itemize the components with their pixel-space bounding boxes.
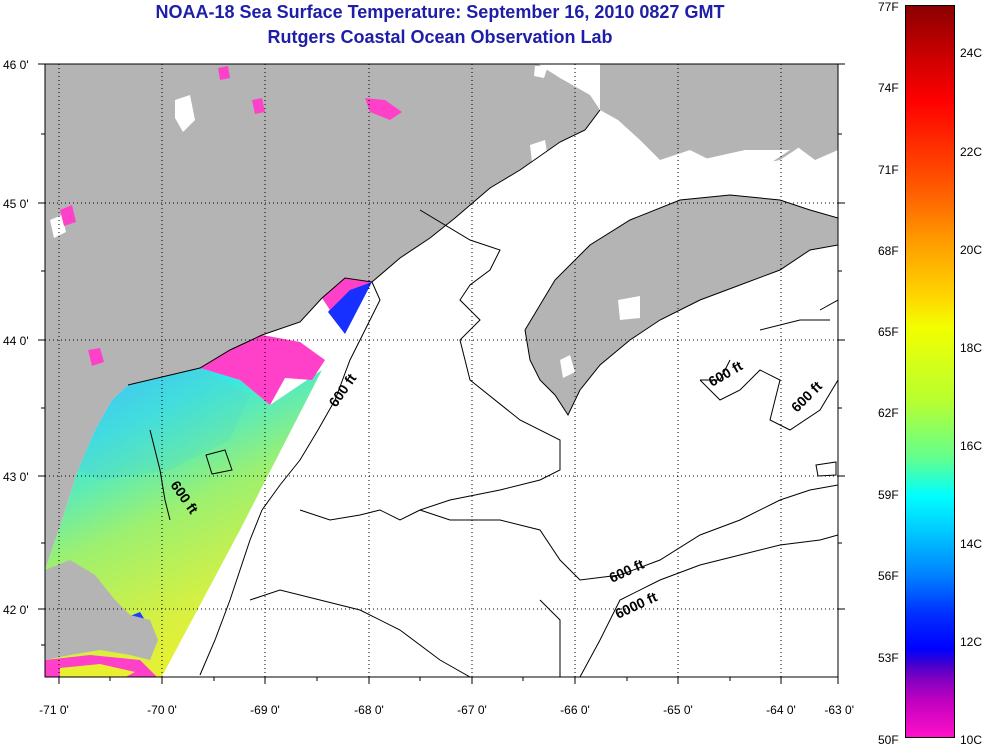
cold-water-patch bbox=[200, 335, 325, 405]
cloud-fleck bbox=[252, 98, 265, 114]
land-cape-breton bbox=[790, 100, 838, 160]
sst-swath-cyan bbox=[78, 368, 250, 480]
colorbar-f-label: 53F bbox=[878, 651, 899, 665]
lat-tick-label: 46 0' bbox=[3, 58, 29, 72]
land-new-brunswick bbox=[600, 64, 838, 170]
inland-lake bbox=[618, 296, 640, 320]
colorbar-c-label: 16C bbox=[960, 439, 983, 453]
lon-tick-label: -71 0' bbox=[39, 703, 69, 717]
colorbar-f-label: 68F bbox=[878, 244, 899, 258]
cold-water-patch bbox=[60, 664, 135, 677]
land-nova-scotia bbox=[525, 195, 838, 415]
lon-tick-label: -70 0' bbox=[147, 703, 177, 717]
colorbar-f-label: 50F bbox=[878, 733, 899, 747]
colorbar-f-label: 71F bbox=[878, 163, 899, 177]
cold-water-patch bbox=[328, 282, 372, 334]
lat-tick-label: 44 0' bbox=[3, 334, 29, 348]
lat-tick-label: 42 0' bbox=[3, 603, 29, 617]
colorbar-c-label: 22C bbox=[960, 145, 983, 159]
inland-lake bbox=[50, 215, 66, 238]
colorbar-f-label: 74F bbox=[878, 81, 899, 95]
lon-tick-label: -68 0' bbox=[354, 703, 384, 717]
cloud-fleck bbox=[88, 348, 104, 366]
colorbar-c-label: 18C bbox=[960, 341, 983, 355]
colorbar-c-label: 20C bbox=[960, 243, 983, 257]
lon-tick-label: -67 0' bbox=[457, 703, 487, 717]
bathymetry-contours bbox=[149, 209, 838, 677]
lon-tick-label: -64 0' bbox=[766, 703, 796, 717]
temperature-colorbar bbox=[905, 5, 955, 738]
colorbar-f-label: 62F bbox=[878, 406, 899, 420]
lat-tick-label: 45 0' bbox=[3, 197, 29, 211]
frame-ticks bbox=[38, 63, 845, 684]
inland-lake bbox=[175, 95, 195, 132]
lat-tick-label: 43 0' bbox=[3, 470, 29, 484]
bay-of-fundy bbox=[520, 150, 790, 300]
colorbar-c-label: 24C bbox=[960, 46, 983, 60]
inland-lake bbox=[560, 355, 575, 378]
sst-map: 600 ft 600 ft 600 ft 600 ft 600 ft 6000 … bbox=[3, 58, 854, 717]
map-subtitle: Rutgers Coastal Ocean Observation Lab bbox=[267, 27, 613, 47]
colorbar-c-label: 12C bbox=[960, 635, 983, 649]
inland-lake bbox=[534, 66, 548, 78]
lon-tick-label: -65 0' bbox=[663, 703, 693, 717]
cloud-fleck bbox=[218, 66, 230, 80]
colorbar-f-label: 77F bbox=[878, 0, 899, 14]
cloud-fleck bbox=[60, 205, 76, 226]
lon-tick-label: -69 0' bbox=[250, 703, 280, 717]
map-frame bbox=[44, 63, 839, 678]
cold-water-patch bbox=[322, 278, 372, 310]
colorbar-c-label: 10C bbox=[960, 733, 983, 747]
land-north-america bbox=[45, 64, 600, 570]
lon-tick-label: -66 0' bbox=[560, 703, 590, 717]
land-cape-cod bbox=[45, 560, 158, 660]
coastline bbox=[127, 109, 838, 417]
colorbar-f-label: 59F bbox=[878, 488, 899, 502]
cloud-fleck bbox=[365, 98, 402, 120]
colorbar-f-label: 56F bbox=[878, 569, 899, 583]
colorbar-f-label: 65F bbox=[878, 325, 899, 339]
colorbar-c-label: 14C bbox=[960, 537, 983, 551]
inland-lake bbox=[530, 140, 548, 162]
lon-tick-label: -63 0' bbox=[824, 703, 854, 717]
map-title: NOAA-18 Sea Surface Temperature: Septemb… bbox=[155, 2, 725, 22]
